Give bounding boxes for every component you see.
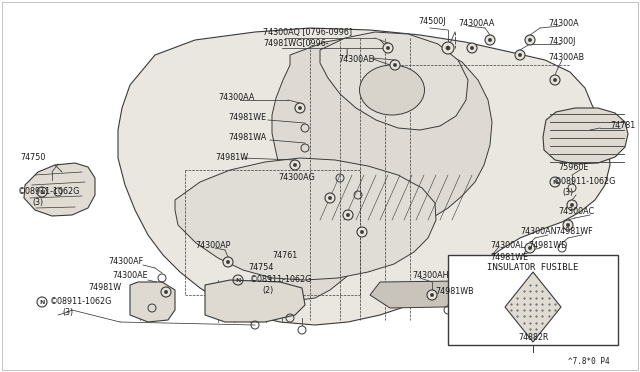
Text: ©08911-1062G: ©08911-1062G [18,187,81,196]
Text: ©08911-1062G: ©08911-1062G [554,177,616,186]
Circle shape [528,38,532,42]
Text: N: N [236,278,241,282]
Text: 74761: 74761 [272,250,297,260]
Circle shape [550,75,560,85]
Text: ©08911-1062G: ©08911-1062G [50,298,113,307]
Circle shape [488,38,492,42]
Text: ©08911-1062G: ©08911-1062G [250,276,312,285]
Text: 74300AN: 74300AN [520,228,557,237]
Polygon shape [24,163,95,216]
Text: 74300AF: 74300AF [108,257,143,266]
Text: 75960E: 75960E [558,164,588,173]
Text: 74300AQ [0796-0996]: 74300AQ [0796-0996] [263,28,352,36]
Circle shape [295,103,305,113]
Polygon shape [175,158,436,280]
Text: 74981W: 74981W [88,283,121,292]
Text: 74981W: 74981W [215,154,248,163]
Text: 74300AA: 74300AA [458,19,494,29]
Polygon shape [262,36,492,300]
Text: 74981WD: 74981WD [528,241,567,250]
Circle shape [387,46,390,50]
Text: 74754: 74754 [248,263,273,273]
Text: 74300AL: 74300AL [490,241,525,250]
Text: 74882R: 74882R [518,333,548,341]
Text: (3): (3) [32,198,43,206]
Text: N: N [552,180,557,185]
Text: 74981WE: 74981WE [490,253,528,263]
Circle shape [515,50,525,60]
Circle shape [298,106,301,110]
Ellipse shape [360,65,424,115]
Circle shape [290,160,300,170]
Circle shape [553,78,557,82]
Text: (3): (3) [62,308,73,317]
Text: INSULATOR FUSIBLE: INSULATOR FUSIBLE [487,263,579,272]
Circle shape [518,53,522,57]
Text: 74981WA: 74981WA [228,134,266,142]
Circle shape [483,263,493,273]
Circle shape [430,293,434,297]
Text: 74500J: 74500J [418,17,445,26]
Text: 74300AA: 74300AA [218,93,254,103]
Circle shape [227,260,230,264]
Circle shape [566,223,570,227]
Circle shape [570,203,573,207]
Circle shape [223,257,233,267]
Polygon shape [130,282,175,322]
Circle shape [328,196,332,200]
Circle shape [446,46,450,50]
Text: N: N [39,189,45,195]
Text: ^7.8*0 P4: ^7.8*0 P4 [568,357,610,366]
Circle shape [164,290,168,294]
Circle shape [293,163,297,167]
Text: 74981WE: 74981WE [228,113,266,122]
Circle shape [346,213,349,217]
Text: 74981WF: 74981WF [555,228,593,237]
Circle shape [360,230,364,234]
Text: 74300AD: 74300AD [338,55,375,64]
Text: J: J [345,48,348,58]
Text: 74781: 74781 [610,121,636,129]
Polygon shape [205,280,305,322]
Text: 74300AE: 74300AE [112,270,148,279]
Circle shape [525,243,535,253]
Text: 74981WG[0996-: 74981WG[0996- [263,38,328,48]
Text: 74300J: 74300J [548,36,575,45]
Text: (2): (2) [262,285,273,295]
Polygon shape [543,108,628,164]
Circle shape [393,63,397,67]
Text: 74300AG: 74300AG [278,173,315,183]
Text: 74981WB: 74981WB [435,288,474,296]
Text: 74300AP: 74300AP [195,241,230,250]
Circle shape [383,43,393,53]
Circle shape [442,42,454,54]
Text: 74750: 74750 [20,154,45,163]
Text: 74300A: 74300A [548,19,579,28]
Circle shape [486,266,490,270]
Text: 74300AC: 74300AC [558,208,594,217]
Circle shape [325,193,335,203]
Circle shape [343,210,353,220]
Polygon shape [370,280,558,308]
Circle shape [563,220,573,230]
Circle shape [485,35,495,45]
Circle shape [467,43,477,53]
Text: 74300AH: 74300AH [412,270,449,279]
Circle shape [470,46,474,50]
Polygon shape [505,272,561,342]
Text: N: N [39,299,45,305]
Text: (3): (3) [562,187,573,196]
Text: 74300AB: 74300AB [548,54,584,62]
Circle shape [357,227,367,237]
Circle shape [427,290,437,300]
Polygon shape [320,32,468,130]
Circle shape [390,60,400,70]
Circle shape [528,246,532,250]
Circle shape [525,35,535,45]
Circle shape [161,287,171,297]
Polygon shape [118,28,610,325]
Circle shape [567,200,577,210]
Bar [448,255,618,345]
